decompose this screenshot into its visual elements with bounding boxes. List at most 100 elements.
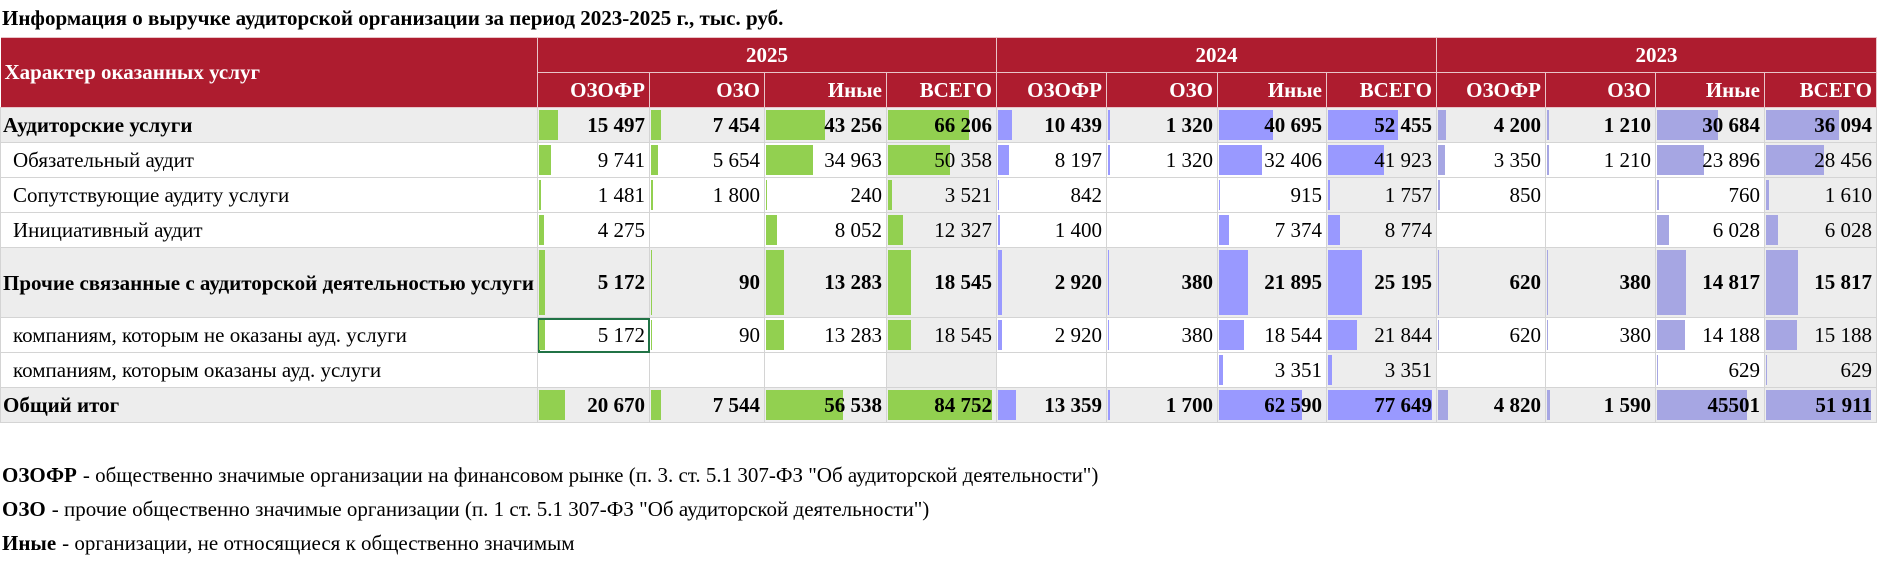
data-bar (888, 390, 992, 420)
value-cell: 40 695 (1217, 107, 1327, 143)
value-cell (1545, 352, 1656, 388)
value-cell: 90 (649, 317, 765, 353)
cell-value: 3 351 (1384, 357, 1432, 382)
value-cell: 1 481 (537, 177, 650, 213)
data-bar (1328, 215, 1340, 245)
value-cell (1436, 212, 1546, 248)
cell-value: 2 920 (1054, 270, 1102, 294)
cell-value: 3 521 (944, 182, 992, 207)
value-cell: 5 172 (537, 317, 650, 353)
data-bar (1657, 145, 1705, 175)
value-cell (1545, 177, 1656, 213)
data-bar (1438, 250, 1440, 315)
data-bar (888, 215, 904, 245)
value-cell (1106, 352, 1218, 388)
cell-value: 21 895 (1264, 270, 1322, 294)
value-cell: 13 359 (996, 387, 1107, 423)
data-bar (888, 250, 911, 315)
data-bar (1766, 250, 1799, 315)
value-cell: 41 923 (1326, 142, 1437, 178)
value-cell: 3 351 (1217, 352, 1327, 388)
note: ОЗОФР - общественно значимые организации … (2, 458, 1098, 492)
value-cell: 5 172 (537, 247, 650, 318)
value-cell: 240 (764, 177, 887, 213)
value-cell: 9 741 (537, 142, 650, 178)
cell-value: 41 923 (1374, 147, 1432, 172)
value-cell: 1 590 (1545, 387, 1656, 423)
value-cell (1436, 352, 1546, 388)
cell-value: 13 283 (824, 322, 882, 347)
note-text: - общественно значимые организации на фи… (82, 463, 1099, 487)
cell-value: 34 963 (824, 147, 882, 172)
cell-value: 25 195 (1374, 270, 1432, 294)
cell-value: 8 052 (834, 217, 882, 242)
value-cell (1106, 212, 1218, 248)
value-cell: 14 188 (1655, 317, 1765, 353)
data-bar (1766, 180, 1770, 210)
value-cell (1106, 177, 1218, 213)
cell-value: 40 695 (1264, 112, 1322, 137)
value-cell: 1 210 (1545, 107, 1656, 143)
value-cell: 760 (1655, 177, 1765, 213)
data-bar (651, 110, 661, 140)
cell-value: 52 455 (1374, 112, 1432, 137)
value-cell: 629 (1655, 352, 1765, 388)
cell-value: 850 (1509, 182, 1542, 207)
data-bar (1547, 390, 1551, 420)
value-cell: 36 094 (1764, 107, 1877, 143)
data-bar (1657, 250, 1687, 315)
row-label: Инициативный аудит (0, 212, 538, 248)
cell-value: 1 757 (1384, 182, 1432, 207)
data-bar (1328, 355, 1333, 385)
cell-value: 1 320 (1165, 112, 1213, 137)
cell-value: 380 (1619, 270, 1652, 294)
cell-value: 1 800 (712, 182, 760, 207)
value-cell: 4 820 (1436, 387, 1546, 423)
cell-value: 15 188 (1814, 322, 1872, 347)
cell-value: 629 (1728, 357, 1761, 382)
data-bar (651, 390, 661, 420)
cell-value: 43 256 (824, 112, 882, 137)
data-bar (1766, 355, 1768, 385)
cell-value: 1 700 (1165, 392, 1213, 417)
title: Информация о выручке аудиторской организ… (2, 6, 784, 30)
value-cell: 380 (1545, 247, 1656, 318)
value-cell: 18 544 (1217, 317, 1327, 353)
value-cell: 2 920 (996, 317, 1107, 353)
cell-value: 28 456 (1814, 147, 1872, 172)
cell-value: 6 028 (1712, 217, 1760, 242)
value-cell: 1 210 (1545, 142, 1656, 178)
value-cell (649, 212, 765, 248)
data-bar (888, 110, 969, 140)
cell-value: 2 920 (1054, 322, 1102, 347)
value-cell: 14 817 (1655, 247, 1765, 318)
value-cell: 18 545 (886, 317, 997, 353)
value-cell: 915 (1217, 177, 1327, 213)
value-cell: 50 358 (886, 142, 997, 178)
cell-value: 20 670 (587, 392, 645, 417)
data-bar (888, 180, 893, 210)
cell-value: 12 327 (934, 217, 992, 242)
subheader-row: ОЗОФР ОЗО Иные ВСЕГО ОЗОФР ОЗО Иные ВСЕГО ОЗОФР О… (1, 72, 1877, 108)
data-bar (1657, 110, 1718, 140)
value-cell: 380 (1106, 247, 1218, 318)
cell-value: 36 094 (1814, 112, 1872, 137)
note-text: - прочие общественно значимые организаци… (51, 497, 930, 521)
cell-value: 5 654 (712, 147, 760, 172)
value-cell: 1 700 (1106, 387, 1218, 423)
value-cell: 2 920 (996, 247, 1107, 318)
note-term: ОЗОФР (2, 463, 77, 487)
cell-value: 30 684 (1702, 112, 1760, 137)
cell-value: 620 (1509, 270, 1542, 294)
data-bar (766, 320, 785, 350)
note: Иные - организации, не относящиеся к обще… (2, 526, 1098, 560)
data-bar (1108, 320, 1109, 350)
cell-value: 3 350 (1493, 147, 1541, 172)
cell-value: 7 374 (1274, 217, 1322, 242)
data-bar (1547, 110, 1550, 140)
data-bar (1766, 390, 1872, 420)
data-bar (1219, 215, 1229, 245)
value-cell: 8 197 (996, 142, 1107, 178)
data-bar (766, 145, 814, 175)
